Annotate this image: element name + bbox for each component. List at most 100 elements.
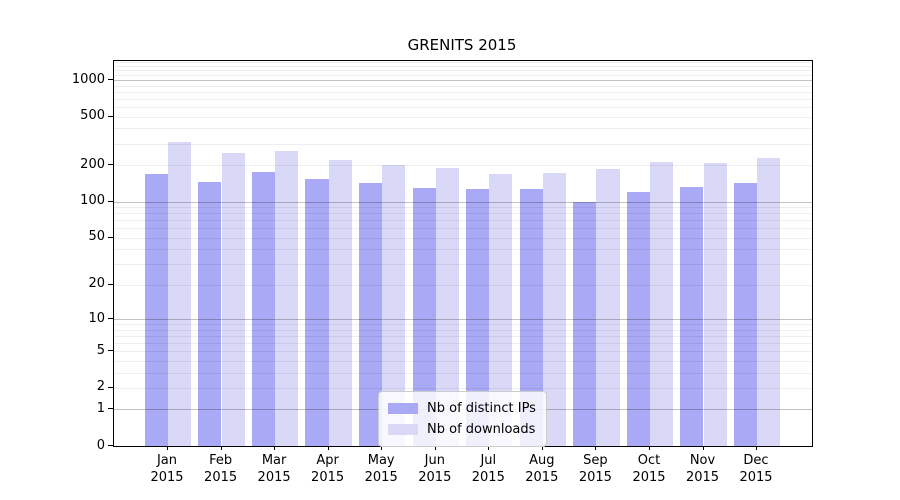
y-axis-tick-label-100: 100 (80, 193, 105, 208)
gridline-minor-400 (114, 128, 812, 130)
y-axis-tick-mark-1 (108, 408, 113, 410)
bar-downloads-aug (542, 172, 566, 446)
gridline-minor-30 (114, 264, 812, 266)
bar-distinct-ips-jun (412, 187, 436, 446)
bar-downloads-jan (168, 141, 192, 446)
gridline-major-100 (114, 201, 812, 203)
gridline-minor-200 (114, 165, 812, 166)
x-axis-tick-label-apr: Apr 2015 (298, 452, 358, 486)
x-axis-tick-mark-jul (488, 446, 490, 450)
gridline-minor-500 (114, 116, 812, 118)
x-axis-tick-label-year: 2015 (311, 470, 345, 485)
gridline-minor-300 (114, 143, 812, 145)
x-axis-tick-label-month: Sep (583, 453, 608, 468)
bar-downloads-dec (757, 158, 781, 446)
y-axis-tick-label-5: 5 (96, 342, 105, 358)
gridline-minor-80 (114, 213, 812, 215)
x-axis-tick-label-jun: Jun 2015 (405, 452, 465, 486)
y-axis-tick-mark-200 (108, 164, 113, 165)
gridline-major-10 (114, 319, 812, 320)
x-axis-tick-label-year: 2015 (204, 470, 238, 485)
bar-distinct-ips-dec (733, 182, 757, 446)
bar-downloads-nov (703, 162, 727, 446)
bar-downloads-jun (435, 168, 459, 446)
bar-distinct-ips-sep (573, 201, 597, 446)
y-axis-tick-mark-10 (108, 318, 113, 319)
bar-distinct-ips-mar (251, 172, 276, 446)
gridline-minor-50 (114, 237, 812, 239)
chart-title: GRENITS 2015 (407, 36, 517, 54)
x-axis-tick-label-jan: Jan 2015 (137, 452, 197, 486)
gridline-minor-9 (114, 324, 812, 325)
legend-item-distinct-ips: Nb of distinct IPs (388, 398, 536, 419)
x-axis-tick-label-year: 2015 (364, 470, 398, 485)
gridline-major-1000 (114, 80, 812, 81)
x-axis-tick-label-year: 2015 (150, 470, 184, 485)
gridline-minor-900 (114, 85, 812, 87)
x-axis-tick-label-nov: Nov 2015 (673, 452, 733, 486)
gridline-minor-70 (114, 220, 812, 222)
y-axis-tick-mark-20 (108, 283, 113, 285)
legend-swatch-distinct-ips (388, 403, 418, 414)
bar-downloads-jul (489, 173, 513, 446)
x-axis-tick-label-year: 2015 (471, 470, 505, 485)
x-axis-tick-label-month: Jun (424, 453, 445, 468)
gridline-minor-90 (114, 207, 812, 208)
x-axis-tick-label-month: Aug (529, 453, 555, 468)
y-axis-tick-mark-2 (108, 386, 113, 388)
y-axis-tick-label-50: 50 (88, 229, 105, 245)
y-axis-tick-mark-1000 (108, 79, 113, 80)
x-axis-tick-label-month: Jan (156, 453, 178, 468)
plot-area: Nb of distinct IPs Nb of downloads (113, 60, 813, 447)
x-axis-tick-mark-may (381, 446, 383, 450)
x-axis-tick-label-month: Mar (261, 453, 287, 468)
y-axis-tick-label-200: 200 (80, 156, 105, 172)
x-axis-tick-label-may: May 2015 (351, 452, 411, 486)
bar-distinct-ips-aug (519, 188, 543, 446)
gridline-minor-5 (114, 351, 812, 353)
bar-downloads-oct (650, 161, 674, 446)
x-axis-tick-label-jul: Jul 2015 (458, 452, 518, 486)
y-axis-tick-mark-100 (108, 200, 113, 202)
x-axis-tick-label-month: Apr (316, 453, 339, 468)
x-axis-tick-label-year: 2015 (632, 470, 666, 485)
x-axis-tick-label-aug: Aug 2015 (512, 452, 572, 486)
y-axis-tick-label-10: 10 (88, 310, 105, 326)
gridline-minor-1200 (114, 70, 812, 72)
x-axis-tick-label-month: Nov (689, 453, 716, 468)
x-axis-tick-mark-aug (541, 446, 543, 450)
x-axis-tick-label-month: Dec (743, 453, 769, 468)
bar-downloads-may (382, 165, 406, 446)
x-axis-tick-label-month: Oct (637, 453, 661, 468)
bar-downloads-mar (275, 151, 299, 446)
y-axis-tick-mark-5 (108, 350, 113, 352)
gridline-minor-3 (114, 372, 812, 374)
x-axis-tick-label-month: Feb (209, 453, 233, 468)
y-axis-tick-label-2: 2 (96, 379, 105, 395)
bar-downloads-apr (328, 160, 352, 446)
legend-label-distinct-ips: Nb of distinct IPs (427, 401, 536, 416)
y-axis-tick-label-1000: 1000 (71, 71, 105, 87)
x-axis-tick-label-month: May (367, 453, 395, 468)
y-axis-tick-label-1: 1 (96, 400, 105, 416)
x-axis-tick-mark-sep (595, 446, 597, 450)
bar-distinct-ips-feb (198, 182, 222, 446)
x-axis-tick-mark-oct (649, 446, 650, 450)
x-axis-tick-label-year: 2015 (418, 470, 452, 485)
x-axis-tick-mark-feb (220, 446, 222, 450)
legend-swatch-downloads (388, 424, 418, 435)
legend: Nb of distinct IPs Nb of downloads (378, 391, 547, 447)
gridline-minor-6 (114, 342, 812, 344)
x-axis-tick-mark-dec (756, 446, 757, 450)
x-axis-tick-mark-nov (702, 446, 704, 450)
bar-downloads-sep (596, 169, 620, 446)
x-axis-tick-label-year: 2015 (739, 470, 773, 485)
gridline-minor-800 (114, 91, 812, 93)
bar-distinct-ips-apr (305, 178, 329, 446)
gridline-minor-1100 (114, 74, 812, 76)
x-axis-tick-mark-mar (274, 446, 276, 450)
gridline-minor-600 (114, 107, 812, 108)
x-axis-tick-label-sep: Sep 2015 (565, 452, 625, 486)
y-axis-tick-mark-50 (108, 236, 113, 238)
